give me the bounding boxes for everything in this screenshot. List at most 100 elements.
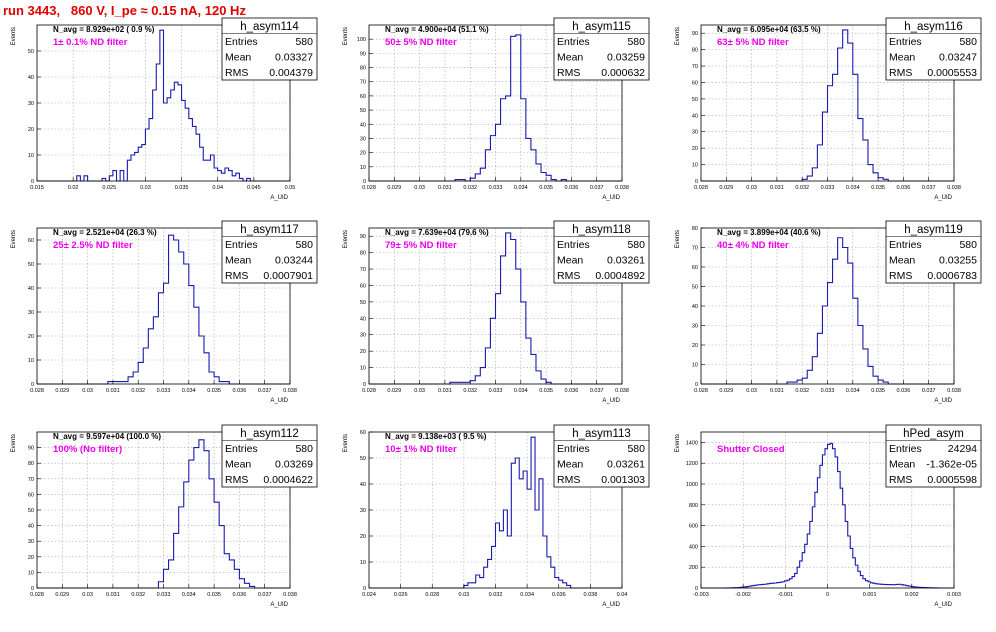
y-tick-label: 20 (360, 534, 366, 540)
x-tick-label: 0.037 (258, 388, 272, 394)
x-axis-title: A_UID (934, 398, 952, 404)
navg-annotation: N_avg = 9.597e+04 (100.0 %) (53, 432, 161, 441)
x-tick-label: 0.003 (947, 592, 961, 598)
histogram-svg: 0.024 0.026 0.028 0.03 0.032 0.034 0.036 0.038 0… (343, 424, 650, 608)
navg-annotation: N_avg = 9.138e+03 ( 9.5 %) (385, 432, 487, 441)
y-axis-title: Events (675, 27, 681, 45)
filter-label: Shutter Closed (717, 444, 785, 455)
x-axis-title: A_UID (602, 398, 620, 404)
filter-label: 10± 1% ND filter (385, 444, 457, 455)
stats-rms-label: RMS (557, 67, 580, 79)
stats-mean-value: 0.03327 (275, 52, 313, 64)
filter-label: 50± 5% ND filter (385, 37, 457, 48)
stats-rms-label: RMS (557, 474, 580, 486)
stats-entries-label: Entries (225, 239, 258, 251)
y-tick-label: 40 (360, 122, 366, 128)
filter-label: 40± 4% ND filter (717, 240, 789, 251)
x-tick-label: 0.038 (283, 388, 297, 394)
histogram-pad: -0.003 -0.002 -0.001 0 0.001 0.002 0.003 0 200 40… (664, 424, 996, 632)
y-tick-label: 1000 (686, 482, 698, 488)
histogram-name: h_asym113 (572, 428, 631, 440)
y-tick-label: 40 (28, 75, 34, 81)
stats-entries-label: Entries (889, 443, 922, 455)
x-tick-label: -0.003 (693, 592, 709, 598)
stats-box: h_asym114 Entries 580 Mean 0.03327 RMS 0.00437… (221, 17, 318, 81)
y-tick-label: 60 (360, 283, 366, 289)
y-axis-title: Events (11, 230, 17, 248)
stats-mean-value: 0.03247 (939, 52, 977, 64)
y-tick-label: 20 (28, 127, 34, 133)
histogram-pad: 0.028 0.029 0.03 0.031 0.032 0.033 0.034 0.035 0… (332, 17, 664, 225)
y-tick-label: 100 (357, 37, 366, 43)
x-tick-label: 0.033 (821, 185, 835, 191)
stats-mean-label: Mean (225, 459, 251, 471)
x-tick-label: 0.028 (694, 185, 708, 191)
stats-mean-label: Mean (557, 52, 583, 64)
y-tick-label: 800 (689, 503, 698, 509)
y-tick-label: 0 (695, 179, 698, 185)
x-tick-label: 0.031 (770, 185, 784, 191)
x-tick-label: 0.033 (821, 388, 835, 394)
stats-rms-value: 0.001303 (601, 474, 645, 486)
x-tick-label: 0.029 (55, 388, 69, 394)
y-tick-label: 70 (692, 64, 698, 70)
stats-entries-label: Entries (225, 36, 258, 48)
stats-mean-value: 0.03261 (607, 459, 645, 471)
x-tick-label: 0.038 (947, 388, 961, 394)
navg-annotation: N_avg = 8.929e+02 ( 0.9 %) (53, 25, 155, 34)
x-tick-label: 0.026 (394, 592, 408, 598)
navg-annotation: N_avg = 2.521e+04 (26.3 %) (53, 228, 157, 237)
x-tick-label: 0.036 (233, 592, 247, 598)
stats-rms-label: RMS (889, 67, 912, 79)
x-tick-label: 0.038 (947, 185, 961, 191)
histogram-name: hPed_asym (903, 428, 964, 440)
filter-label: 25± 2.5% ND filter (53, 240, 133, 251)
y-tick-label: 80 (28, 461, 34, 467)
x-tick-label: 0.002 (905, 592, 919, 598)
x-tick-label: 0.031 (770, 388, 784, 394)
y-tick-label: 400 (689, 544, 698, 550)
y-tick-label: 0 (31, 382, 34, 388)
filter-label: 1± 0.1% ND filter (53, 37, 128, 48)
x-tick-label: 0.04 (617, 592, 628, 598)
x-tick-label: 0.03 (414, 388, 425, 394)
x-tick-label: 0.032 (463, 185, 477, 191)
y-tick-label: 40 (28, 286, 34, 292)
x-tick-label: 0.035 (207, 388, 221, 394)
y-tick-label: 40 (360, 316, 366, 322)
x-tick-label: 0.032 (489, 592, 503, 598)
histogram-name: h_asym119 (904, 224, 963, 236)
y-tick-label: 50 (360, 456, 366, 462)
histogram-pad: 0.028 0.029 0.03 0.031 0.032 0.033 0.034 0.035 0… (664, 17, 996, 225)
y-axis-title: Events (675, 434, 681, 452)
stats-box: hPed_asym Entries 24294 Mean -1.362e-05 RMS 0.… (885, 424, 982, 488)
histogram-svg: 0.028 0.029 0.03 0.031 0.032 0.033 0.034 0.035 0… (11, 220, 318, 404)
x-tick-label: 0.038 (283, 592, 297, 598)
x-tick-label: 0.025 (102, 185, 116, 191)
navg-annotation: N_avg = 3.899e+04 (40.6 %) (717, 228, 821, 237)
x-tick-label: 0.028 (425, 592, 439, 598)
x-axis-title: A_UID (934, 602, 952, 608)
stats-entries-value: 580 (295, 36, 313, 48)
histogram-svg: 0.028 0.029 0.03 0.031 0.032 0.033 0.034 0.035 0… (343, 17, 650, 201)
y-axis-title: Events (11, 434, 17, 452)
stats-rms-label: RMS (225, 270, 248, 282)
y-tick-label: 70 (692, 246, 698, 252)
y-tick-label: 10 (28, 358, 34, 364)
histogram-pad: 0.015 0.02 0.025 0.03 0.035 0.04 0.045 0.05 0 10 2… (0, 17, 332, 225)
y-tick-label: 40 (28, 524, 34, 530)
x-tick-label: 0.036 (233, 388, 247, 394)
histogram-pad: 0.028 0.029 0.03 0.031 0.032 0.033 0.034 0.035 0… (332, 220, 664, 428)
y-tick-label: 1400 (686, 440, 698, 446)
x-tick-label: 0.036 (897, 388, 911, 394)
y-tick-label: 10 (28, 153, 34, 159)
x-tick-label: 0.032 (795, 388, 809, 394)
y-tick-label: 60 (360, 94, 366, 100)
x-tick-label: 0.037 (258, 592, 272, 598)
stats-mean-value: 0.03244 (275, 255, 313, 267)
x-tick-label: -0.002 (735, 592, 751, 598)
stats-entries-label: Entries (889, 239, 922, 251)
x-tick-label: 0.031 (438, 388, 452, 394)
x-tick-label: 0.033 (157, 388, 171, 394)
x-tick-label: 0.033 (489, 388, 503, 394)
